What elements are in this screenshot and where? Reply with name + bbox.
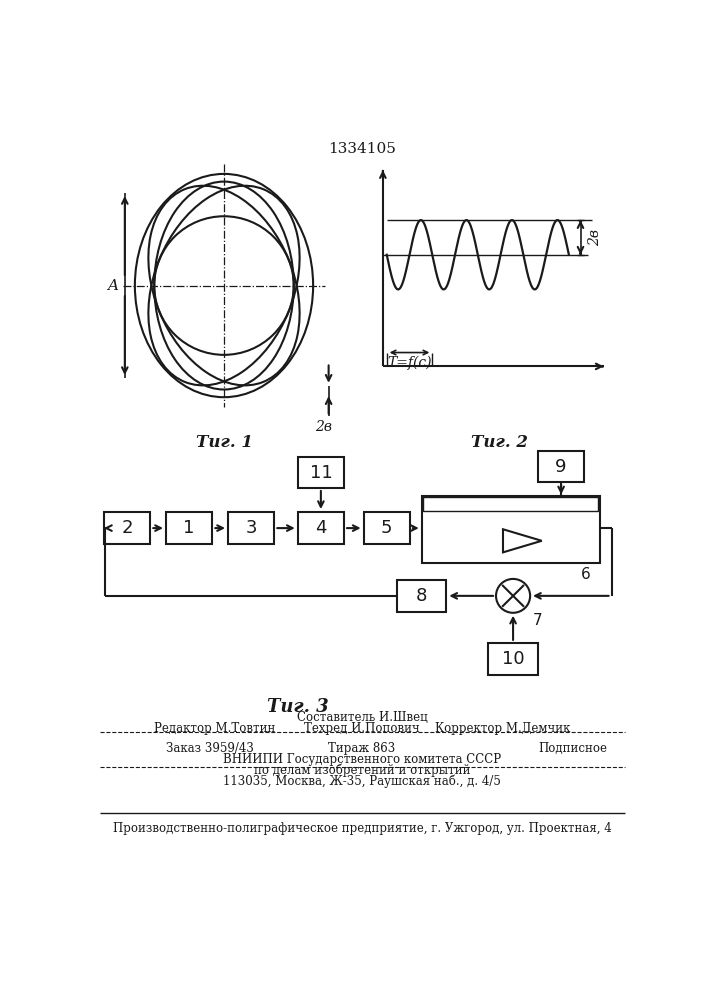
Circle shape [496,579,530,613]
Text: 7: 7 [533,613,543,628]
Text: Τиг. 1: Τиг. 1 [196,434,252,451]
Text: Заказ 3959/43: Заказ 3959/43 [166,742,254,755]
Text: Τиг. 2: Τиг. 2 [471,434,527,451]
Text: 1: 1 [183,519,195,537]
Text: 113035, Москва, Ж-35, Раушская наб., д. 4/5: 113035, Москва, Ж-35, Раушская наб., д. … [223,774,501,788]
Bar [104,512,151,544]
Polygon shape [503,529,542,552]
Text: 6: 6 [581,567,591,582]
Text: A: A [107,279,119,293]
Bar [298,457,344,488]
Bar [423,497,598,511]
Bar [397,580,446,612]
Bar [489,643,538,675]
Text: Подписное: Подписное [538,742,607,755]
Bar [538,451,585,482]
Text: по делам изобретений и открытий: по делам изобретений и открытий [254,764,470,777]
Bar [363,512,410,544]
Text: 1334105: 1334105 [328,142,396,156]
Text: Производственно-полиграфическое предприятие, г. Ужгород, ул. Проектная, 4: Производственно-полиграфическое предприя… [112,822,612,835]
Text: 8: 8 [416,587,427,605]
Text: Тираж 863: Тираж 863 [328,742,396,755]
Text: 2в: 2в [588,229,602,246]
Text: Техред И.Попович: Техред И.Попович [304,722,420,735]
Text: 10: 10 [502,650,525,668]
Text: 2в: 2в [315,420,332,434]
Text: 5: 5 [381,519,392,537]
Bar [228,512,274,544]
Bar [166,512,212,544]
Text: 9: 9 [556,458,567,476]
Text: Корректор М.Демчик: Корректор М.Демчик [435,722,571,735]
Text: Редактор М.Товтин: Редактор М.Товтин [154,722,276,735]
Text: Τиг. 3: Τиг. 3 [267,698,329,716]
Text: 3: 3 [245,519,257,537]
Text: Составитель И.Швец: Составитель И.Швец [296,711,427,724]
Text: .: . [264,722,269,735]
Text: ВНИИПИ Государственного комитета СССР: ВНИИПИ Государственного комитета СССР [223,753,501,766]
Text: 2: 2 [122,519,133,537]
Text: 4: 4 [315,519,327,537]
Bar [298,512,344,544]
Text: 11: 11 [310,464,332,482]
Text: T=f(c): T=f(c) [387,356,432,370]
Bar [421,496,600,563]
